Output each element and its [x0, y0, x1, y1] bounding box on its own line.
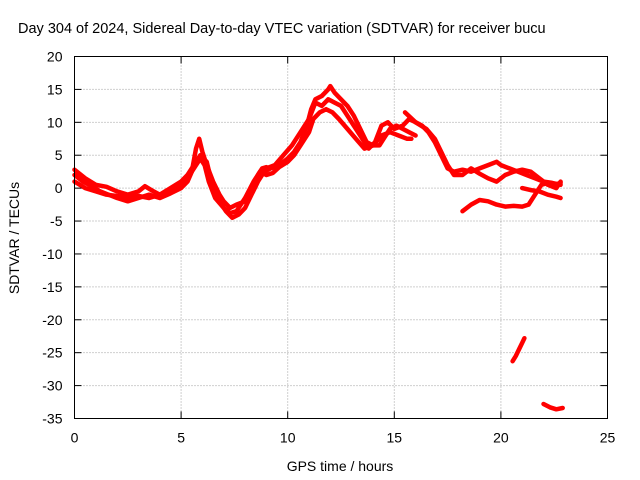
plot-frame — [74, 56, 608, 419]
y-tick-label: 15 — [47, 81, 63, 97]
y-tick-label: -25 — [42, 345, 62, 361]
x-tick-label: 25 — [600, 430, 616, 446]
x-tick-label: 10 — [280, 430, 296, 446]
y-tick-label: -20 — [42, 312, 62, 328]
x-tick-label: 5 — [177, 430, 185, 446]
y-tick-label: -30 — [42, 378, 62, 394]
y-tick-label: -5 — [50, 213, 63, 229]
y-tick-label: 5 — [55, 147, 63, 163]
sdtvar-trace-5 — [402, 110, 563, 191]
sdtvar-trace-2 — [72, 136, 269, 211]
sdtvar-trace-6 — [519, 185, 563, 201]
y-axis-label: SDTVAR / TECUs — [6, 182, 22, 294]
sdtvar-trace-9 — [541, 401, 565, 412]
x-tick-label: 15 — [387, 430, 403, 446]
sdtvar-trace-7 — [460, 180, 563, 214]
chart-title: Day 304 of 2024, Sidereal Day-to-day VTE… — [18, 21, 546, 37]
axis-ticks: 20 15 10 5 0 -5 -10 -15 -20 -25 -30 -35 0 5 10 15 20 25 — [42, 49, 615, 446]
sdtvar-trace-8 — [510, 335, 527, 364]
grid — [74, 56, 608, 419]
y-tick-label: 20 — [47, 49, 63, 65]
y-tick-label: 10 — [47, 114, 63, 130]
x-tick-label: 0 — [71, 430, 79, 446]
y-tick-label: 0 — [55, 180, 63, 196]
y-tick-label: -35 — [42, 411, 62, 427]
x-axis-label: GPS time / hours — [287, 458, 394, 474]
x-tick-label: 20 — [493, 430, 509, 446]
y-tick-label: -15 — [42, 279, 62, 295]
data-traces — [72, 83, 565, 412]
y-tick-label: -10 — [42, 246, 62, 262]
